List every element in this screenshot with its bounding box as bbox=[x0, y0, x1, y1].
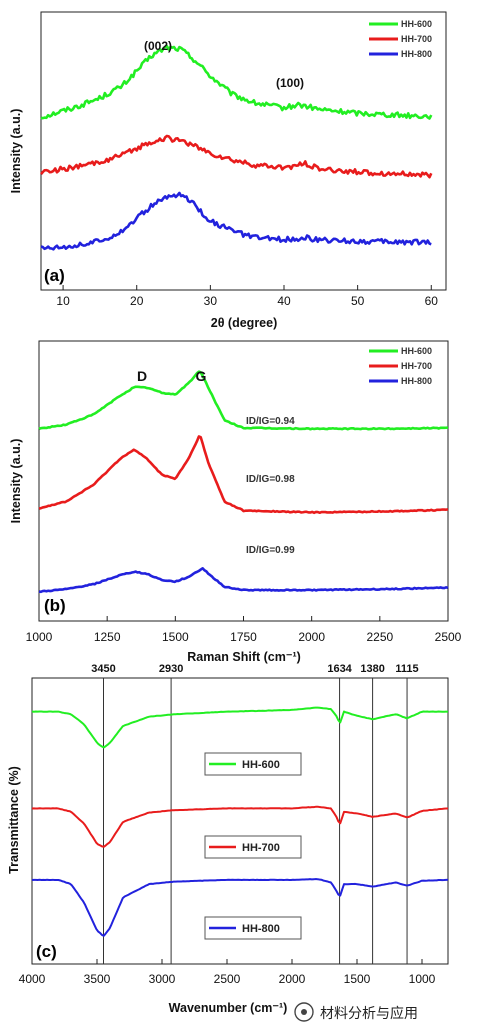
panel-b-xtick-label-2250: 2250 bbox=[366, 630, 393, 644]
panel-a-series-hh-800 bbox=[40, 191, 432, 251]
reference-label-3450: 3450 bbox=[91, 663, 115, 675]
panel-a-series-hh-600 bbox=[40, 44, 433, 120]
legend-c-box-hh600: HH-600 bbox=[204, 752, 302, 776]
ratio-label-hh700: ID/IG=0.98 bbox=[246, 474, 295, 485]
reference-label-1115: 1115 bbox=[395, 663, 418, 675]
panel-c-xtick-label-3000: 3000 bbox=[149, 972, 176, 986]
panel-a-label: (a) bbox=[44, 266, 65, 285]
ratio-label-hh800: ID/IG=0.99 bbox=[246, 545, 295, 556]
legend-c-box-hh700: HH-700 bbox=[204, 835, 302, 859]
panel-c-xtick-label-2000: 2000 bbox=[279, 972, 306, 986]
watermark: 材料分析与应用 bbox=[294, 1002, 418, 1022]
panel-b-xtick-label-1750: 1750 bbox=[230, 630, 257, 644]
peak-label-100: (100) bbox=[276, 76, 304, 90]
band-label-g: G bbox=[196, 368, 207, 384]
panel-c-xtick-label-3500: 3500 bbox=[84, 972, 111, 986]
panel-a-xtick-label-30: 30 bbox=[204, 294, 218, 308]
panel-b-label: (b) bbox=[44, 596, 66, 615]
panel-a-xtick-label-50: 50 bbox=[351, 294, 365, 308]
legend-c-label-hh600: HH-600 bbox=[242, 759, 280, 771]
panel-c-x-ticks: 4000 3500 3000 2500 2000 1500 1000 bbox=[19, 959, 436, 986]
panel-a-xrd: 10 20 30 40 50 60 2θ (degree) Intensity (a.u.… bbox=[9, 11, 447, 330]
legend-b-label-hh700: HH-700 bbox=[401, 361, 432, 371]
panel-c-reference-lines: 3450 2930 1634 1380 1115 bbox=[91, 663, 419, 964]
panel-c-frame bbox=[31, 677, 449, 965]
panel-a-xtick-label-20: 20 bbox=[130, 294, 144, 308]
watermark-logo-dot-icon bbox=[301, 1009, 307, 1015]
panel-c-plot-area bbox=[31, 706, 449, 937]
panel-b-plot-area bbox=[38, 370, 449, 594]
legend-b-label-hh600: HH-600 bbox=[401, 346, 432, 356]
panel-a-xtick-label-60: 60 bbox=[425, 294, 439, 308]
reference-label-1634: 1634 bbox=[327, 663, 352, 675]
panel-b-x-ticks: 1000 1250 1500 1750 2000 2250 2500 bbox=[26, 616, 462, 644]
panel-c-y-axis-label: Transmittance (%) bbox=[7, 766, 21, 874]
peak-label-002: (002) bbox=[144, 39, 172, 53]
panel-b-xtick-label-1500: 1500 bbox=[162, 630, 189, 644]
panel-b-x-axis-label: Raman Shift (cm⁻¹) bbox=[187, 650, 301, 664]
watermark-text: 材料分析与应用 bbox=[320, 1005, 418, 1022]
panel-a-x-ticks: 10 20 30 40 50 60 bbox=[56, 285, 438, 308]
panel-c-ftir: 3450 2930 1634 1380 1115 4000 3500 3000 2500 200… bbox=[7, 663, 449, 1015]
legend-c-frame-hh600 bbox=[204, 752, 302, 776]
panel-b-y-axis-label: Intensity (a.u.) bbox=[9, 439, 23, 524]
legend-a-label-hh700: HH-700 bbox=[401, 34, 432, 44]
panel-b-xtick-label-2000: 2000 bbox=[298, 630, 325, 644]
panel-c-label: (c) bbox=[36, 942, 57, 961]
watermark-logo-icon bbox=[294, 1002, 314, 1022]
panel-c-xtick-label-1500: 1500 bbox=[344, 972, 371, 986]
band-label-d: D bbox=[137, 368, 147, 384]
ratio-label-hh600: ID/IG=0.94 bbox=[246, 416, 295, 427]
legend-b-label-hh800: HH-800 bbox=[401, 376, 432, 386]
panel-b-xtick-label-1000: 1000 bbox=[26, 630, 53, 644]
panel-a-xtick-label-10: 10 bbox=[56, 294, 70, 308]
panel-c-x-axis-label: Wavenumber (cm⁻¹) bbox=[169, 1001, 288, 1015]
panel-b-xtick-label-1250: 1250 bbox=[94, 630, 121, 644]
reference-label-1380: 1380 bbox=[360, 663, 384, 675]
panel-b-series-hh-800 bbox=[38, 567, 449, 594]
panel-a-series-hh-700 bbox=[40, 134, 433, 179]
panel-b-series-hh-600 bbox=[38, 370, 449, 431]
panel-b-xtick-label-2500: 2500 bbox=[435, 630, 462, 644]
reference-label-2930: 2930 bbox=[159, 663, 183, 675]
panel-b-frame bbox=[38, 340, 449, 622]
panel-c-xtick-label-4000: 4000 bbox=[19, 972, 46, 986]
panel-a-xtick-label-40: 40 bbox=[277, 294, 291, 308]
panel-a-y-axis-label: Intensity (a.u.) bbox=[9, 109, 23, 194]
panel-c-xtick-label-1000: 1000 bbox=[409, 972, 436, 986]
panel-a-frame bbox=[40, 11, 447, 291]
legend-c-label-hh800: HH-800 bbox=[242, 923, 280, 935]
legend-a-label-hh600: HH-600 bbox=[401, 19, 432, 29]
legend-c-label-hh700: HH-700 bbox=[242, 842, 280, 854]
legend-c-frame-hh700 bbox=[204, 835, 302, 859]
panel-c-series-hh-700 bbox=[31, 805, 448, 848]
legend-c-box-hh800: HH-800 bbox=[204, 916, 302, 940]
panel-a-legend: HH-600 HH-700 HH-800 bbox=[369, 19, 432, 59]
panel-c-series-hh-800 bbox=[31, 878, 449, 937]
panel-b-raman: 1000 1250 1500 1750 2000 2250 2500 Raman Shift… bbox=[9, 340, 462, 664]
panel-c-series-hh-600 bbox=[31, 706, 449, 749]
panel-b-series-hh-700 bbox=[38, 435, 449, 515]
panel-b-legend: HH-600 HH-700 HH-800 bbox=[369, 346, 432, 386]
legend-c-frame-hh800 bbox=[204, 916, 302, 940]
panel-c-xtick-label-2500: 2500 bbox=[214, 972, 241, 986]
panel-a-plot-area bbox=[40, 44, 433, 251]
legend-a-label-hh800: HH-800 bbox=[401, 49, 432, 59]
panel-a-x-axis-label: 2θ (degree) bbox=[211, 316, 278, 330]
